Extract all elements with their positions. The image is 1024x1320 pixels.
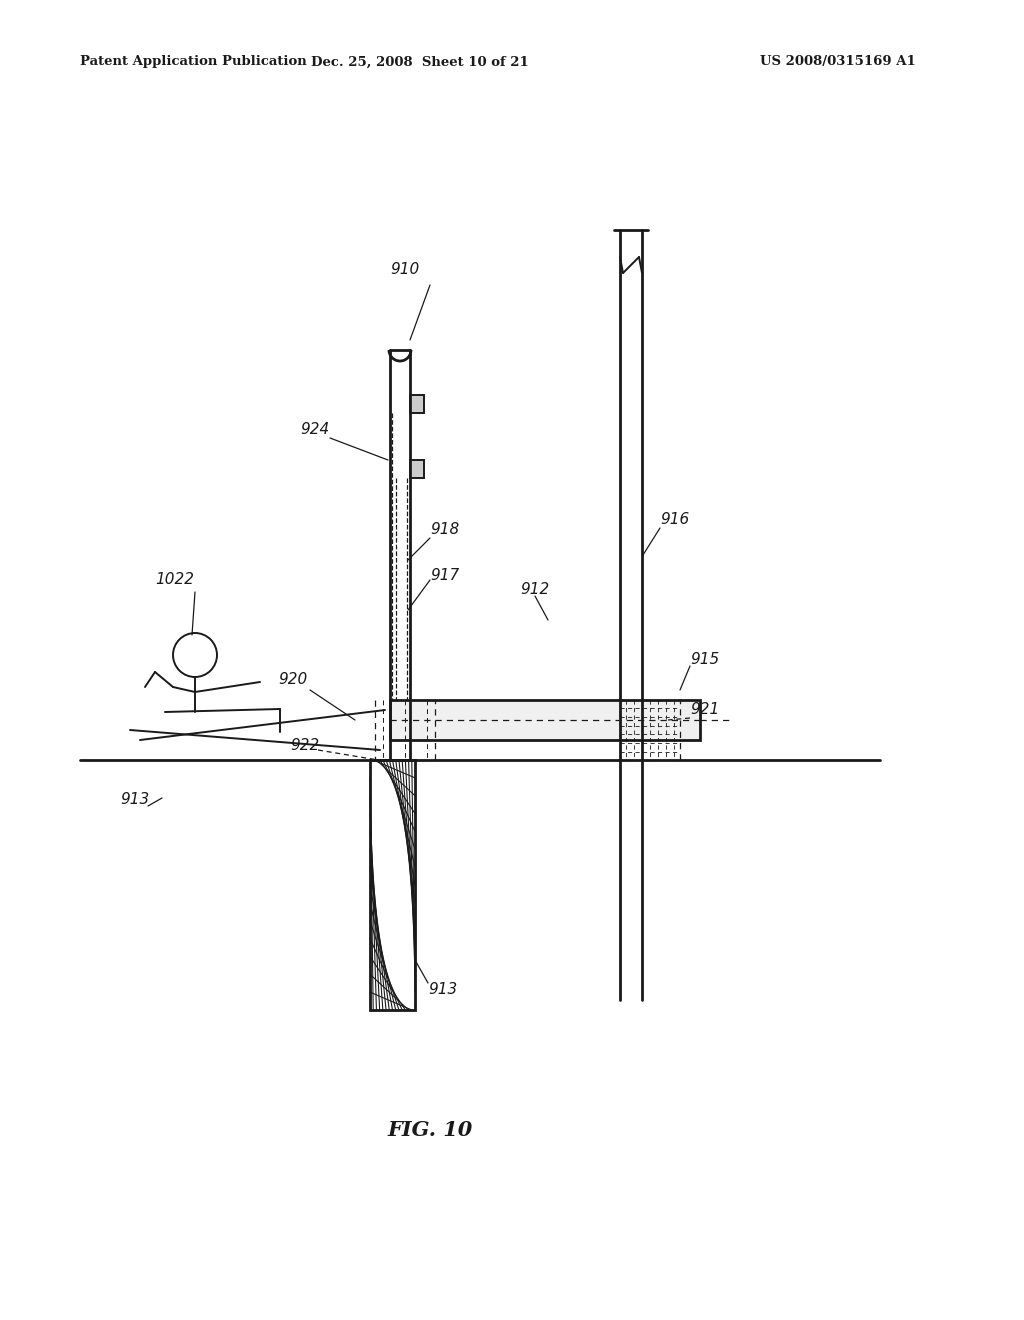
Text: 910: 910: [390, 263, 419, 277]
Text: 1022: 1022: [155, 573, 194, 587]
Bar: [410, 459, 424, 478]
Text: 915: 915: [690, 652, 719, 668]
Text: 912: 912: [520, 582, 549, 598]
Text: 916: 916: [660, 512, 689, 528]
Text: FIG. 10: FIG. 10: [387, 1119, 473, 1140]
Text: 913: 913: [120, 792, 150, 808]
Text: US 2008/0315169 A1: US 2008/0315169 A1: [760, 55, 915, 69]
Text: 913: 913: [428, 982, 458, 998]
Text: 924: 924: [300, 422, 330, 437]
Bar: [410, 395, 424, 413]
Bar: [390, 700, 700, 741]
Text: 918: 918: [430, 523, 459, 537]
Bar: [370, 760, 415, 1010]
Text: 921: 921: [690, 702, 719, 718]
Text: Patent Application Publication: Patent Application Publication: [80, 55, 307, 69]
Text: 920: 920: [278, 672, 307, 688]
Text: Dec. 25, 2008  Sheet 10 of 21: Dec. 25, 2008 Sheet 10 of 21: [311, 55, 528, 69]
Text: 917: 917: [430, 568, 459, 582]
Text: 922: 922: [290, 738, 319, 752]
